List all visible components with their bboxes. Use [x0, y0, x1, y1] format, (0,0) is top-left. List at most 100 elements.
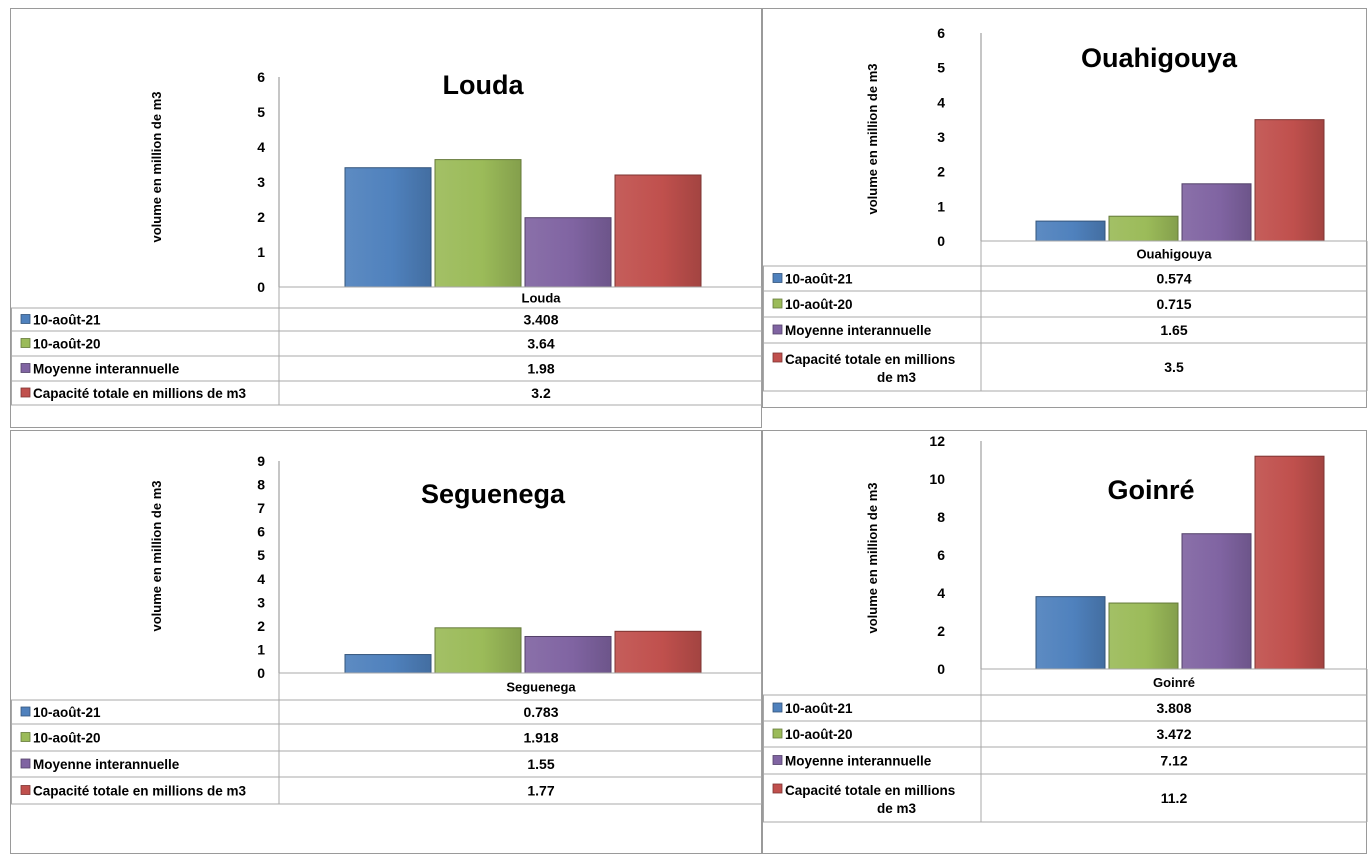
- y-tick-label: 0: [937, 233, 945, 249]
- chart-panel-louda: Louda volume en million de m3 0 1 2 3 4 5 6 Louda…: [10, 8, 763, 428]
- y-tick-label: 5: [937, 60, 945, 76]
- chart-svg: Louda volume en million de m3 0 1 2 3 4 5 6 Louda…: [11, 69, 763, 406]
- data-table-value: 3.5: [1164, 359, 1184, 375]
- data-table-value: 3.472: [1156, 726, 1191, 742]
- legend-label: Moyenne interannuelle: [33, 362, 180, 377]
- y-tick-label: 10: [929, 471, 945, 487]
- legend-label: Capacité totale en millions de m3: [33, 784, 247, 799]
- category-label: Louda: [522, 291, 562, 306]
- data-table-value: 1.55: [527, 756, 554, 772]
- data-table-value: 1.918: [523, 730, 558, 746]
- data-table-value: 7.12: [1160, 753, 1187, 769]
- bar-4: [1254, 119, 1325, 242]
- y-tick-label: 1: [257, 641, 265, 657]
- y-tick-label: 0: [257, 665, 265, 681]
- y-tick-label: 1: [257, 244, 265, 260]
- legend-label: Capacité totale en millions de m3: [785, 352, 955, 385]
- category-label: Ouahigouya: [1136, 247, 1212, 262]
- y-tick-label: 3: [937, 129, 945, 145]
- bar-2: [1108, 215, 1179, 242]
- y-tick-label: 4: [257, 571, 265, 587]
- bar-1: [344, 167, 432, 288]
- chart-panel-ouahigouya: Ouahigouya volume en million de m3 0 1 2 3 4 5 6…: [762, 8, 1368, 408]
- legend-label: 10-août-21: [785, 272, 853, 287]
- y-tick-label: 3: [257, 594, 265, 610]
- y-tick-label: 2: [937, 164, 945, 180]
- y-axis-label: volume en million de m3: [149, 92, 164, 243]
- y-tick-label: 6: [937, 547, 945, 563]
- legend-swatch: [772, 728, 783, 739]
- bar-4: [614, 630, 702, 674]
- bar-2: [434, 159, 522, 288]
- legend-swatch: [20, 706, 31, 717]
- chart-panel-seguenega: Seguenega volume en million de m3 0 1 2 3 4 5 6 7…: [10, 430, 763, 854]
- chart-title: Louda: [443, 70, 525, 100]
- y-tick-label: 2: [257, 618, 265, 634]
- legend-swatch: [20, 387, 31, 398]
- legend-label: 10-août-21: [33, 313, 101, 328]
- legend-label: 10-août-20: [785, 727, 853, 742]
- y-tick-label: 4: [257, 139, 265, 155]
- bar-1: [1035, 596, 1106, 670]
- legend-label: Moyenne interannuelle: [785, 323, 932, 338]
- bar-1: [1035, 220, 1106, 242]
- y-tick-label: 0: [257, 279, 265, 295]
- legend-label: Capacité totale en millions de m3: [785, 783, 955, 816]
- chart-title: Seguenega: [421, 479, 566, 509]
- legend-swatch: [772, 352, 783, 363]
- data-table-value: 11.2: [1161, 790, 1188, 806]
- legend-swatch: [20, 732, 31, 742]
- legend-swatch: [20, 758, 31, 769]
- bar-3: [1181, 533, 1252, 670]
- legend-swatch: [20, 314, 31, 324]
- data-table-value: 1.65: [1160, 322, 1187, 338]
- legend-swatch: [20, 363, 31, 373]
- chart-title: Ouahigouya: [1081, 43, 1238, 73]
- y-axis-label: volume en million de m3: [865, 64, 880, 215]
- y-tick-label: 2: [937, 623, 945, 639]
- bar-2: [1108, 602, 1179, 670]
- legend-label: Moyenne interannuelle: [33, 757, 180, 772]
- legend-swatch: [772, 783, 783, 794]
- y-tick-label: 6: [937, 25, 945, 41]
- y-tick-label: 1: [937, 198, 945, 214]
- y-tick-label: 6: [257, 524, 265, 540]
- y-tick-label: 7: [257, 500, 265, 516]
- legend-swatch: [772, 298, 783, 309]
- legend-label: 10-août-21: [33, 705, 101, 720]
- data-table-value: 3.808: [1156, 700, 1191, 716]
- data-table-value: 1.98: [527, 361, 554, 377]
- y-tick-label: 9: [257, 453, 265, 469]
- category-label: Seguenega: [506, 680, 576, 695]
- data-table-value: 0.574: [1156, 271, 1191, 287]
- chart-svg: Ouahigouya volume en million de m3 0 1 2 3 4 5 6…: [763, 25, 1368, 392]
- y-tick-label: 8: [937, 509, 945, 525]
- legend-label: 10-août-21: [785, 701, 853, 716]
- category-label: Goinré: [1153, 675, 1195, 690]
- y-tick-label: 0: [937, 661, 945, 677]
- data-table-value: 3.408: [523, 312, 558, 328]
- bar-1: [344, 654, 432, 674]
- y-tick-label: 8: [257, 477, 265, 493]
- legend-label: 10-août-20: [33, 731, 101, 746]
- bar-2: [434, 627, 522, 674]
- chart-title: Goinré: [1107, 475, 1194, 505]
- y-tick-label: 6: [257, 69, 265, 85]
- legend-label: 10-août-20: [785, 297, 853, 312]
- legend-swatch: [772, 702, 783, 713]
- chart-panel-goinre: Goinré volume en million de m3 0 2 4 6 8 10 12 Go…: [762, 430, 1368, 854]
- y-axis-label: volume en million de m3: [149, 481, 164, 632]
- y-tick-label: 4: [937, 94, 945, 110]
- bar-3: [524, 635, 612, 674]
- legend-swatch: [20, 785, 31, 795]
- data-table-value: 3.64: [527, 336, 554, 352]
- chart-svg: Goinré volume en million de m3 0 2 4 6 8 10 12 Go…: [763, 433, 1368, 823]
- data-table-value: 0.715: [1156, 296, 1191, 312]
- bar-4: [614, 174, 702, 288]
- data-table-value: 0.783: [523, 704, 558, 720]
- bar-3: [524, 217, 612, 288]
- legend-swatch: [772, 273, 783, 283]
- y-tick-label: 2: [257, 209, 265, 225]
- y-tick-label: 5: [257, 104, 265, 120]
- legend-label: 10-août-20: [33, 337, 101, 352]
